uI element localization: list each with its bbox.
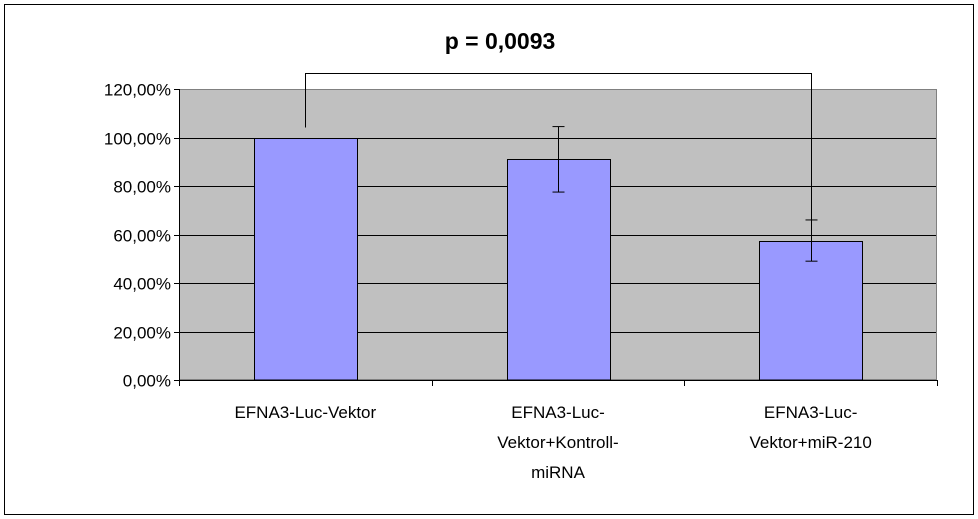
y-tick-label: 120,00% xyxy=(104,81,171,100)
x-category-label: EFNA3-Luc- xyxy=(764,403,858,422)
y-tick-label: 80,00% xyxy=(113,178,171,197)
y-tick-label: 20,00% xyxy=(113,324,171,343)
y-tick-label: 40,00% xyxy=(113,275,171,294)
x-category-label: Vektor+miR-210 xyxy=(749,433,871,452)
bar xyxy=(254,138,358,381)
significance-bracket xyxy=(305,73,812,220)
bar xyxy=(759,241,863,381)
chart-title: p = 0,0093 xyxy=(445,28,556,54)
y-tick-label: 0,00% xyxy=(123,372,171,391)
x-category-label: EFNA3-Luc- xyxy=(511,403,605,422)
x-category-label: EFNA3-Luc-Vektor xyxy=(234,403,376,422)
x-category-label: miRNA xyxy=(531,463,585,482)
bar xyxy=(507,159,611,381)
y-tick-label: 60,00% xyxy=(113,227,171,246)
x-category-label: Vektor+Kontroll- xyxy=(497,433,618,452)
y-tick-label: 100,00% xyxy=(104,130,171,149)
